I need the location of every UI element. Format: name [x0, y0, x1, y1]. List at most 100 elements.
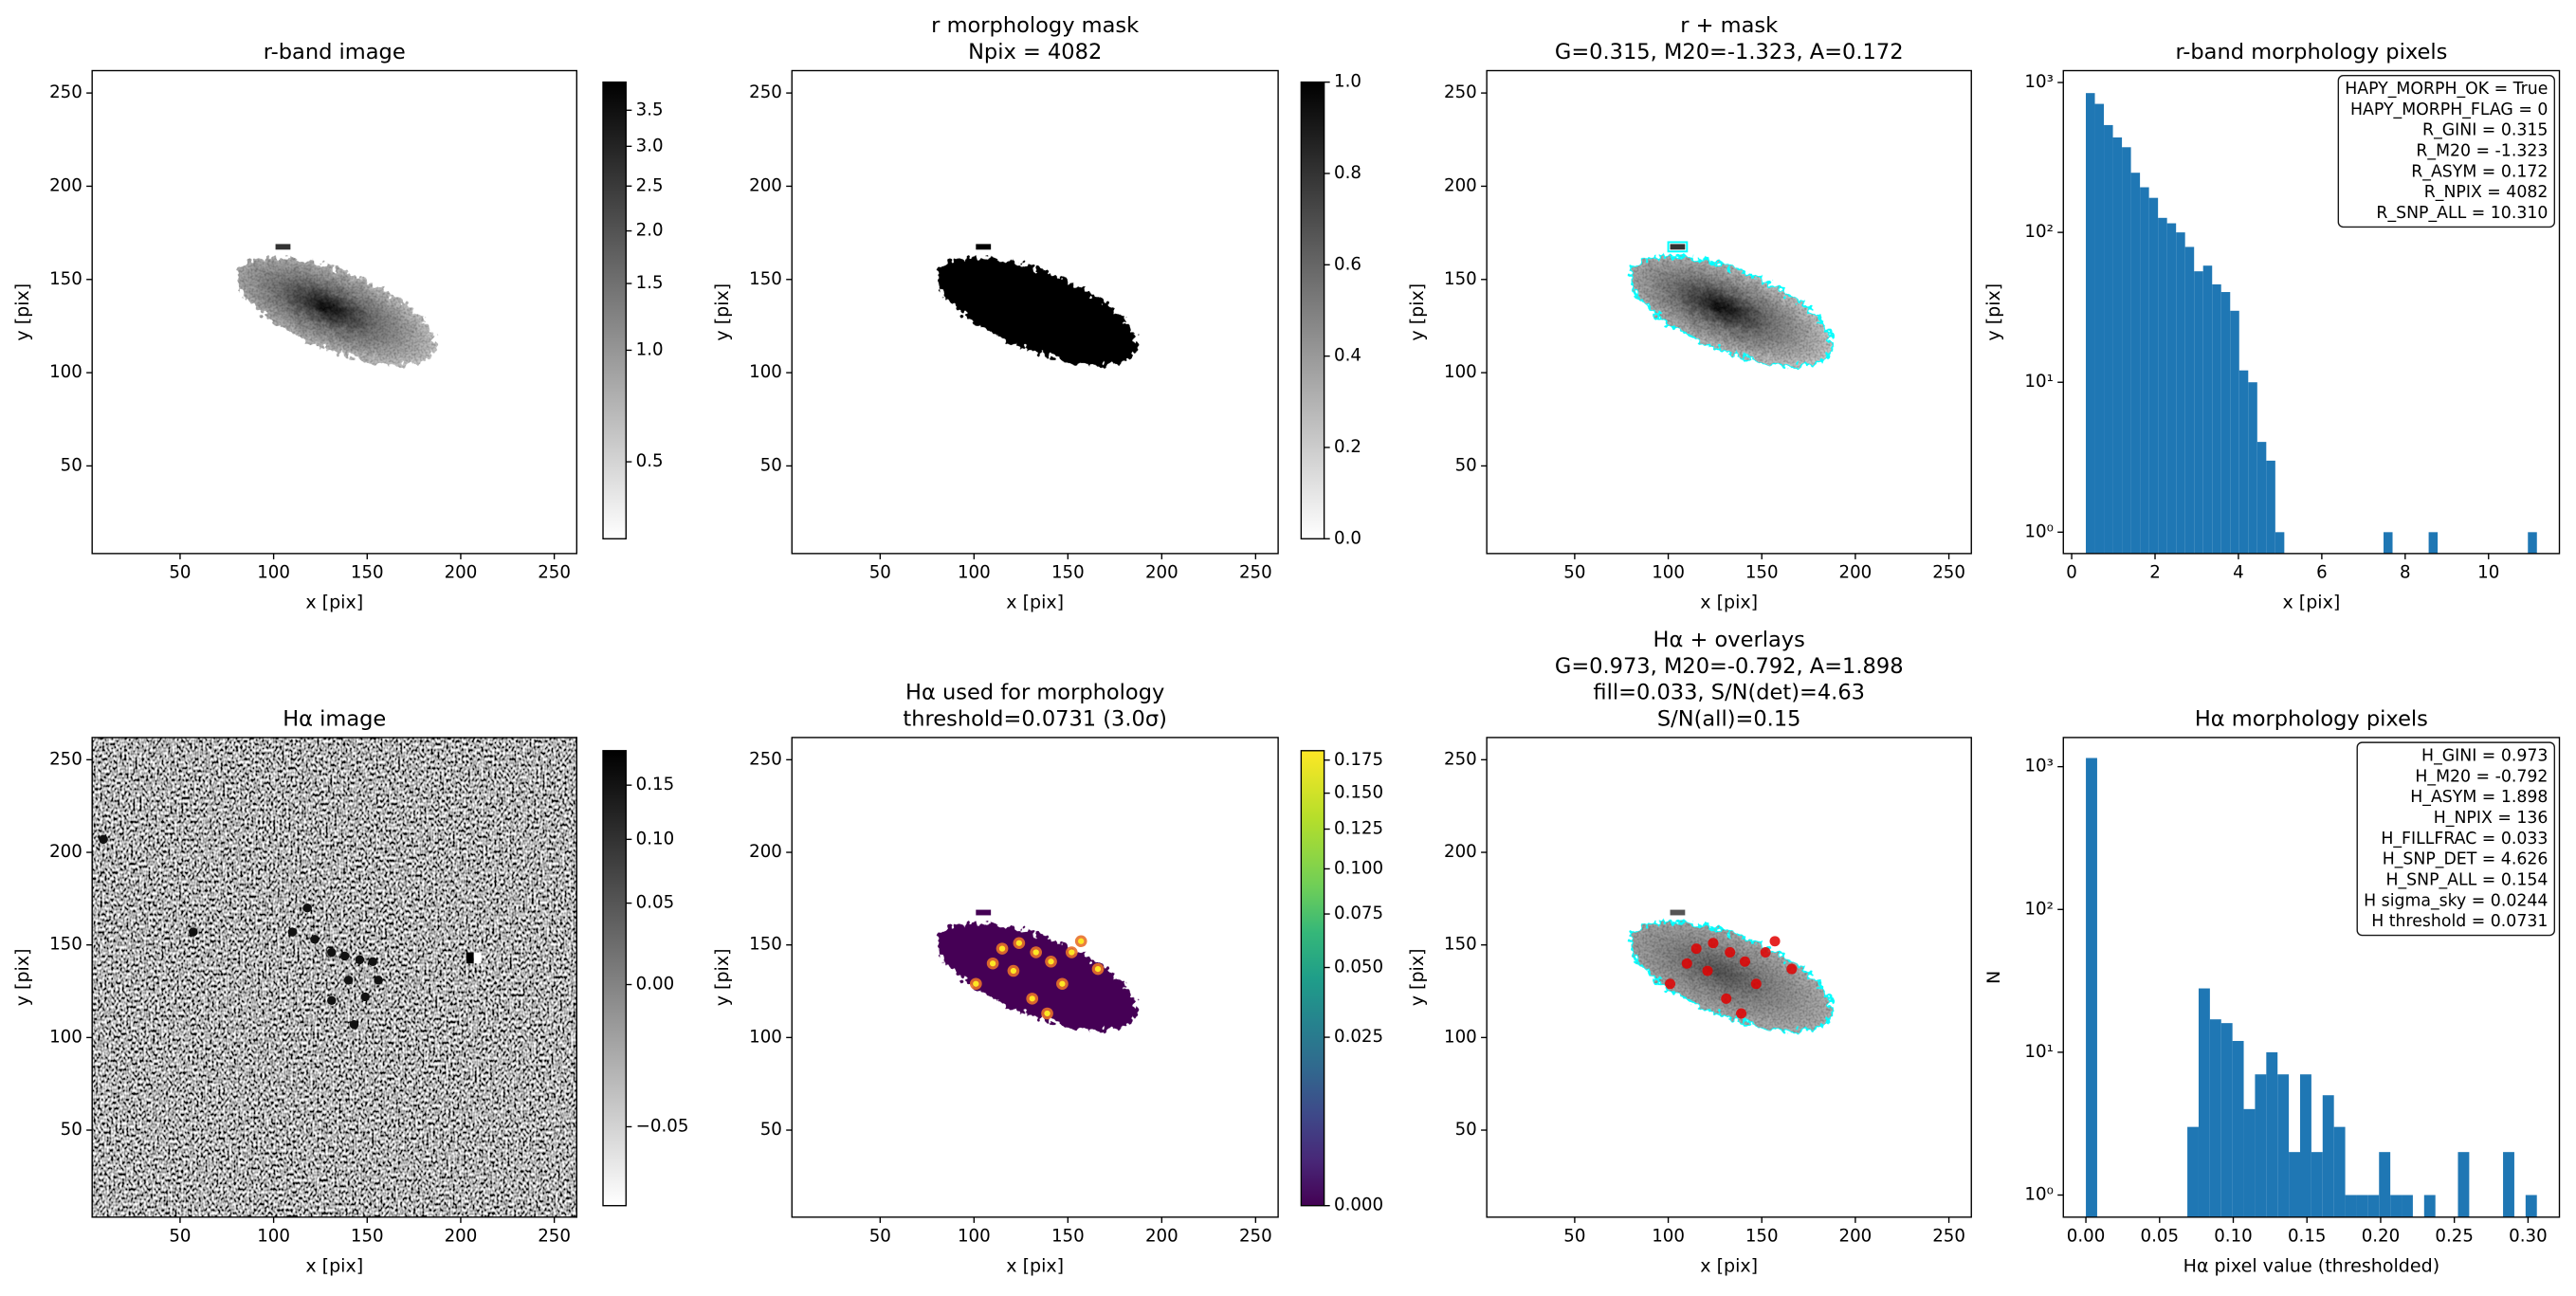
colorbar-tick-label: 0.000: [1334, 1196, 1383, 1215]
bar: [2256, 442, 2267, 554]
bar: [2112, 137, 2123, 554]
bar: [2356, 1195, 2368, 1217]
colorbar-tick-label: 0.175: [1334, 750, 1383, 770]
bar: [2528, 532, 2537, 554]
bar: [2243, 1108, 2256, 1217]
detected-region: [1681, 958, 1692, 969]
foreground-source: [1670, 244, 1686, 250]
dark-source: [310, 935, 320, 944]
x-axis-label: x [pix]: [2282, 592, 2340, 612]
emission-spot-core: [1048, 958, 1054, 965]
annotation-line: H_M20 = -0.792: [2415, 767, 2548, 786]
dark-source: [327, 995, 337, 1005]
panel-title: Hα morphology pixels: [2195, 706, 2428, 731]
bar: [2230, 310, 2239, 554]
bar: [2198, 988, 2210, 1217]
panel: r-band image 50 100 150 200 250 50 100 150 200 250…: [12, 40, 664, 612]
bar: [2130, 173, 2141, 554]
colorbar-tick-label: 2.0: [636, 221, 664, 241]
colorbar-tick-label: 0.6: [1334, 254, 1361, 274]
panel: Hα image 50 100 150 200 250 50 100 150 200 250 x [p…: [12, 706, 688, 1276]
image-content: [937, 909, 1139, 1031]
detected-region: [1750, 978, 1762, 990]
y-tick-label: 10⁰: [2024, 521, 2053, 541]
axes-frame: [791, 737, 1279, 1218]
axes-frame: [2062, 69, 2561, 555]
x-axis-label: x [pix]: [1700, 1255, 1758, 1276]
x-tick-label: 50: [869, 1227, 891, 1247]
axes-frame: [1486, 737, 1972, 1218]
bar: [2402, 1195, 2413, 1217]
foreground-source: [275, 244, 291, 250]
image-content: [99, 834, 482, 1030]
dark-source: [287, 927, 298, 937]
colorbar-tick-label: 0.05: [636, 893, 675, 913]
y-tick-label: 100: [749, 1027, 782, 1047]
foreground-source: [976, 244, 992, 250]
bar: [2390, 1195, 2402, 1217]
annotation-line: H_GINI = 0.973: [2421, 747, 2548, 766]
dark-source: [349, 1020, 359, 1030]
bar: [2428, 532, 2439, 554]
bar: [2086, 93, 2095, 554]
colorbar-tick-label: 0.075: [1334, 904, 1383, 923]
annotation-line: R_M20 = -1.323: [2416, 142, 2548, 161]
emission-spot-core: [1029, 995, 1035, 1002]
annotation-box: [2337, 75, 2556, 228]
bar: [2194, 271, 2203, 554]
x-tick-label: 0.15: [2288, 1227, 2327, 1247]
y-tick-label: 10³: [2024, 757, 2053, 776]
bar: [2379, 1152, 2391, 1217]
image-content: [1630, 241, 1835, 368]
x-tick-label: 250: [1932, 1227, 1965, 1247]
bar: [2525, 1195, 2537, 1217]
bar: [2122, 147, 2131, 554]
panel-title: r morphology mask: [931, 13, 1139, 38]
y-axis-label: y [pix]: [1983, 283, 2004, 341]
colorbar-tick-label: 3.0: [636, 136, 664, 155]
annotation-line: H_SNP_ALL = 0.154: [2385, 870, 2548, 889]
y-tick-label: 150: [1444, 269, 1477, 289]
colorbar: [602, 750, 627, 1207]
colorbar-tick-label: 0.025: [1334, 1027, 1383, 1047]
bar: [2367, 1195, 2380, 1217]
emission-spot-core: [1032, 949, 1039, 956]
y-axis-label: y [pix]: [12, 948, 33, 1006]
x-tick-label: 100: [958, 563, 991, 583]
detected-region: [1725, 947, 1736, 958]
colorbar: [1300, 750, 1325, 1207]
y-tick-label: 200: [1444, 842, 1477, 862]
dark-source: [339, 951, 350, 961]
emission-spot-core: [1044, 1010, 1050, 1017]
bar: [2187, 1126, 2199, 1217]
galaxy: [937, 922, 1139, 1031]
emission-spot-core: [1069, 949, 1075, 956]
y-tick-label: 150: [49, 269, 82, 289]
x-tick-label: 50: [1563, 563, 1585, 583]
image-content: [1630, 909, 1835, 1032]
x-tick-label: 100: [958, 1227, 991, 1247]
noise-image: [92, 737, 577, 1217]
y-tick-label: 50: [760, 455, 782, 475]
x-tick-label: 200: [1839, 563, 1873, 583]
colorbar-tick-label: 0.00: [636, 975, 675, 995]
detected-region: [1690, 943, 1702, 955]
image-area: [1487, 70, 1972, 554]
colorbar-tick-label: 0.100: [1334, 858, 1383, 878]
colorbar-tick-label: 3.5: [636, 100, 664, 119]
panel: r-band morphology pixels 0 2 4 6 8 10 10⁰ 10¹ 10²…: [1983, 40, 2561, 612]
y-tick-label: 10²: [2024, 899, 2053, 919]
detected-region: [1721, 993, 1732, 1004]
y-axis-label: y [pix]: [1407, 283, 1428, 341]
x-tick-label: 200: [445, 563, 478, 583]
bar: [2212, 283, 2221, 554]
annotation-line: HAPY_MORPH_OK = True: [2345, 80, 2548, 99]
colorbar-tick-label: 0.0: [1334, 528, 1361, 548]
colorbar-tick-label: 2.5: [636, 175, 664, 195]
emission-spot-core: [1010, 967, 1017, 975]
galaxy: [237, 257, 438, 366]
y-tick-label: 150: [749, 935, 782, 955]
x-tick-label: 8: [2400, 563, 2411, 583]
image-area: [792, 70, 1279, 554]
